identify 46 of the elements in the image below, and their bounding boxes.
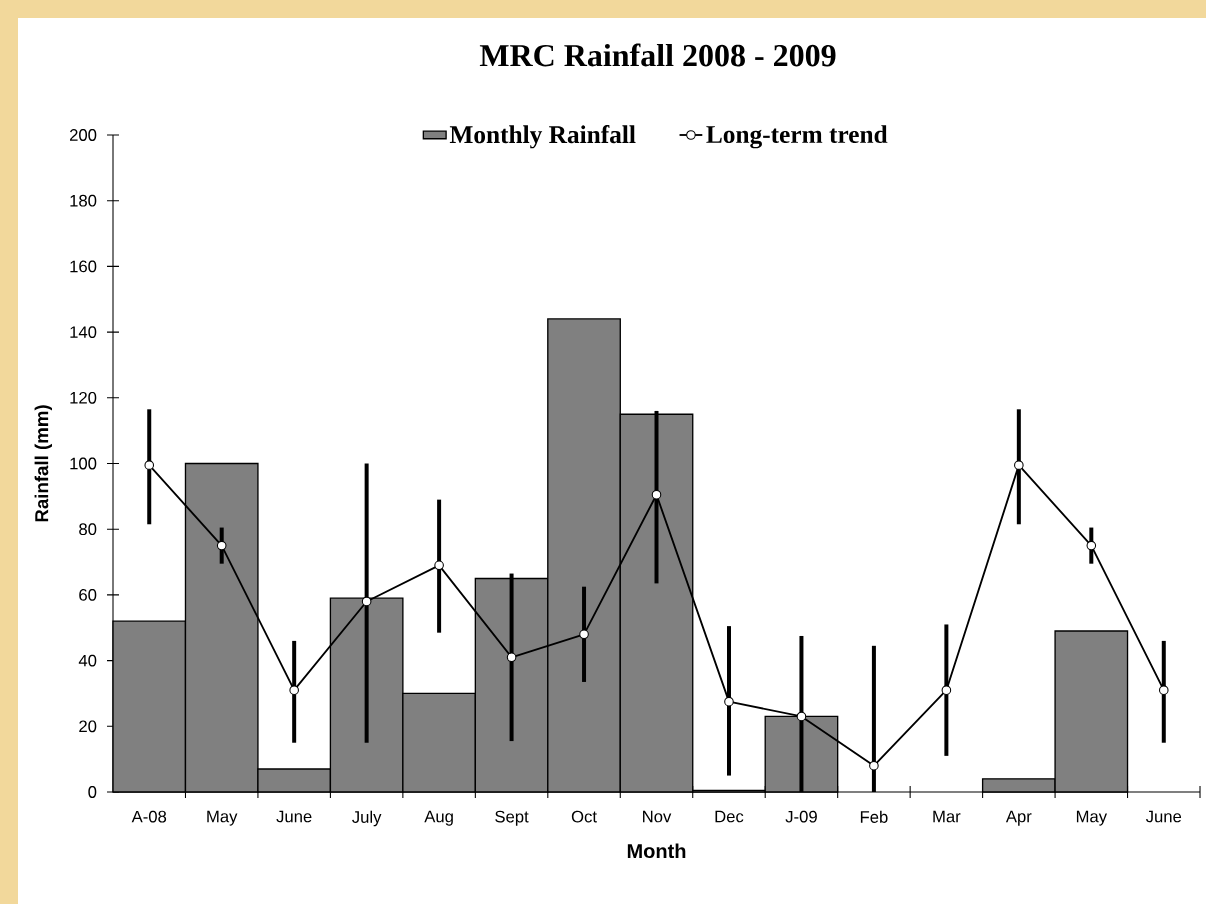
x-tick-label: J-09	[785, 810, 817, 823]
x-tick-label: Mar	[933, 810, 961, 823]
point	[216, 540, 227, 551]
x-tick-label: Nov	[643, 810, 672, 823]
x-tick-label: June	[1145, 810, 1182, 823]
x-tick-label: July	[352, 810, 382, 827]
point	[144, 460, 155, 470]
point	[579, 629, 589, 640]
y-axis-title: Rainfall (mm)	[34, 405, 52, 522]
point	[506, 652, 517, 663]
legend-label: Long-term trend	[706, 125, 888, 149]
point	[941, 685, 952, 695]
point	[724, 696, 734, 707]
x-tick-label: May	[207, 810, 238, 826]
y-tick-label: 20	[79, 720, 97, 733]
y-tick-label: 200	[69, 129, 97, 141]
y-tick-label: 100	[70, 457, 97, 470]
y-tick-label: 40	[78, 654, 97, 667]
point	[651, 489, 662, 500]
point	[869, 760, 879, 771]
chart-title: MRC Rainfall 2008 - 2009	[479, 43, 836, 67]
point	[1014, 460, 1024, 470]
y-tick-label: 180	[70, 194, 97, 207]
y-tick-label: 60	[79, 589, 97, 601]
x-tick-label: Dec	[715, 810, 744, 823]
x-tick-label: Feb	[860, 810, 888, 823]
x-tick-label: Aug	[424, 810, 453, 826]
point	[361, 596, 372, 607]
y-tick-label: 120	[70, 391, 97, 404]
x-axis-title: Month	[627, 843, 686, 859]
y-tick-label: 140	[70, 326, 97, 338]
x-tick-label: Sept	[495, 810, 529, 826]
point	[1086, 540, 1097, 551]
x-tick-label: June	[276, 810, 312, 823]
point	[434, 560, 444, 571]
y-tick-label: 0	[88, 786, 97, 798]
legend-label: Monthly Rainfall	[449, 125, 636, 149]
y-tick-label: 160	[70, 260, 97, 273]
y-tick-label: 80	[79, 523, 97, 536]
x-tick-label: Apr	[1005, 810, 1032, 826]
point	[289, 685, 299, 695]
x-tick-label: Oct	[571, 810, 597, 823]
point	[1158, 685, 1169, 695]
x-tick-label: A-08	[131, 810, 167, 823]
x-tick-label: May	[1076, 810, 1108, 826]
point	[796, 711, 807, 722]
